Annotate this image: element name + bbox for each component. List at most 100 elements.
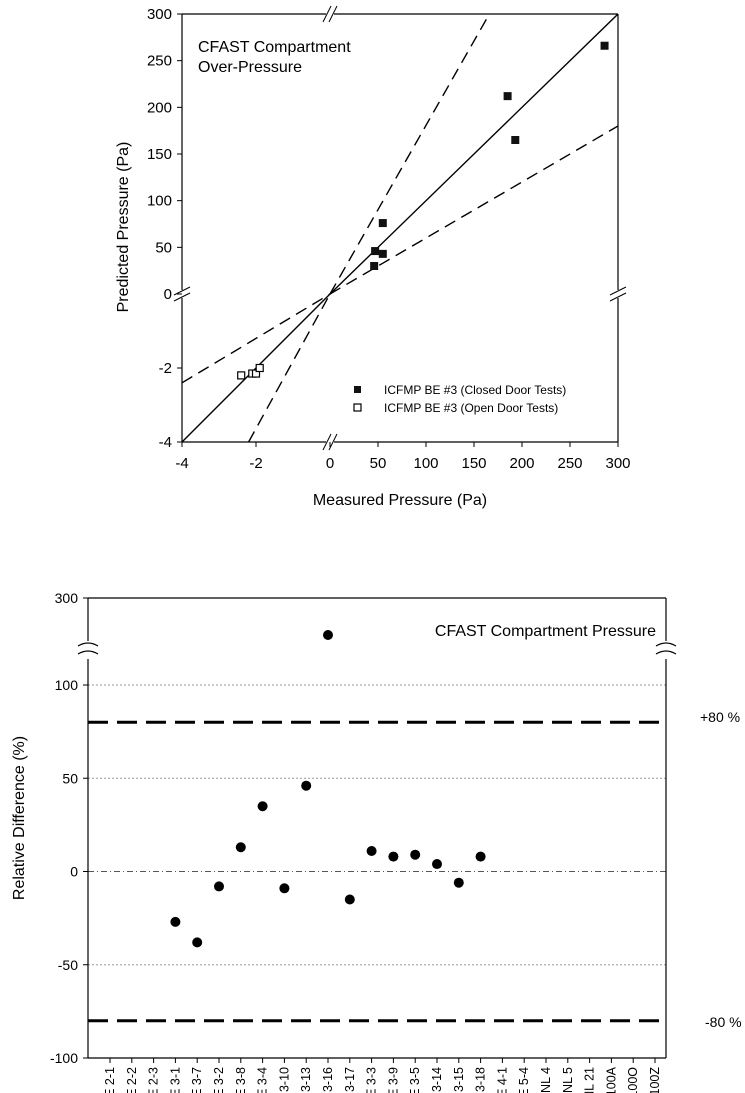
data-point xyxy=(192,937,203,948)
data-point xyxy=(323,629,333,640)
category-label: BE 3-16 xyxy=(321,1067,335,1093)
x-tick-label: -4 xyxy=(175,455,188,472)
reference-line xyxy=(182,293,331,384)
data-point xyxy=(257,801,268,812)
reference-lines xyxy=(182,14,618,442)
closed-door-point xyxy=(600,41,609,50)
legend-label-closed: ICFMP BE #3 (Closed Door Tests) xyxy=(384,383,566,397)
legend: ICFMP BE #3 (Closed Door Tests) ICFMP BE … xyxy=(353,383,566,415)
axis-break-gap xyxy=(610,290,626,298)
legend-marker-open xyxy=(353,403,362,412)
data-point xyxy=(366,845,377,856)
data-point xyxy=(170,916,181,927)
reference-lines xyxy=(88,720,666,1023)
axis-ticks: -4 -2 0 50 100 150 200 250 300 300 250 200 150 100 50 0… xyxy=(147,6,631,472)
closed-door-point xyxy=(378,219,387,228)
x-axis-label: Measured Pressure (Pa) xyxy=(313,492,487,509)
axis-break-mark xyxy=(173,286,191,296)
category-label: NBS 100O xyxy=(626,1067,640,1093)
data-points xyxy=(170,629,486,948)
category-labels: BE 2-1 BE 2-2 BE 2-3 BE 3-1 BE 3-7 BE 3-2 BE 3… xyxy=(103,1066,662,1093)
data-point xyxy=(301,780,312,791)
axis-break-gap xyxy=(326,6,334,22)
closed-door-point xyxy=(511,136,520,144)
axis-break-mark xyxy=(609,292,627,302)
y-tick-label: 100 xyxy=(55,677,79,693)
category-label: BE 2-2 xyxy=(125,1067,139,1093)
category-label: BE 3-10 xyxy=(277,1067,291,1093)
y-axis-label: Predicted Pressure (Pa) xyxy=(115,142,132,313)
category-label: BE 3-14 xyxy=(430,1067,444,1093)
y-axis-label: Relative Difference (%) xyxy=(11,736,28,900)
chart-bottom: 300 100 50 0 -50 -100 BE 2-1 BE 2-2 BE 2-3 BE 3-… xyxy=(11,590,742,1093)
category-label: BE 3-3 xyxy=(365,1067,379,1093)
open-door-point xyxy=(237,371,246,380)
category-label: BE 4-1 xyxy=(495,1067,509,1093)
legend-label-open: ICFMP BE #3 (Open Door Tests) xyxy=(384,401,558,415)
axis-break-mark xyxy=(322,5,332,23)
upper-limit-label: +80 % xyxy=(700,709,740,725)
x-tick-label: 50 xyxy=(370,455,387,472)
axis-ticks: 300 100 50 0 -50 -100 xyxy=(50,590,656,1066)
x-tick-label: 150 xyxy=(461,455,486,472)
y-tick-label: -100 xyxy=(50,1050,78,1066)
axis-break-gap xyxy=(76,641,100,659)
axis-break-gap xyxy=(654,641,678,659)
category-label: BE 3-1 xyxy=(168,1067,182,1093)
legend-marker-closed xyxy=(354,386,361,393)
category-label: FM/SNL 21 xyxy=(583,1067,597,1093)
axis-break-mark xyxy=(322,433,332,451)
lower-limit-label: -80 % xyxy=(705,1014,742,1030)
closed-door-point xyxy=(503,92,512,101)
y-tick-label: 300 xyxy=(147,6,172,23)
x-tick-label: 100 xyxy=(413,455,438,472)
category-label: BE 3-17 xyxy=(343,1067,357,1093)
data-point xyxy=(453,877,464,888)
axis-break-mark xyxy=(328,5,338,23)
data-points xyxy=(237,41,609,380)
y-tick-label: 300 xyxy=(55,590,79,606)
data-point xyxy=(344,894,355,905)
category-label: BE 3-8 xyxy=(234,1067,248,1093)
x-tick-label: 250 xyxy=(557,455,582,472)
gridlines xyxy=(88,684,666,966)
y-tick-label: 150 xyxy=(147,146,172,163)
x-tick-label: -2 xyxy=(249,455,262,472)
x-tick-label: 200 xyxy=(509,455,534,472)
y-tick-label: -50 xyxy=(58,957,78,973)
x-tick-label: 0 xyxy=(326,455,334,472)
closed-door-point xyxy=(378,249,387,258)
data-point xyxy=(475,851,486,862)
category-label: BE 3-7 xyxy=(190,1067,204,1093)
data-point xyxy=(235,842,246,853)
category-label: FM/SNL 4 xyxy=(539,1067,553,1093)
open-door-point xyxy=(255,363,264,373)
category-label: BE 2-1 xyxy=(103,1067,117,1093)
category-label: BE 3-18 xyxy=(474,1067,488,1093)
reference-line xyxy=(329,14,490,295)
axis-break-mark xyxy=(609,286,627,296)
category-label: BE 3-4 xyxy=(256,1067,270,1093)
category-label: BE 3-5 xyxy=(408,1067,422,1093)
y-tick-label: 50 xyxy=(155,239,172,256)
category-label: NBS 100Z xyxy=(648,1067,662,1093)
reference-line xyxy=(247,293,331,442)
y-tick-label: 100 xyxy=(147,193,172,210)
chart-title-line-2: Over-Pressure xyxy=(198,59,302,76)
chart-title: CFAST Compartment Pressure xyxy=(435,623,656,640)
closed-door-point xyxy=(371,247,380,256)
closed-door-point xyxy=(370,262,379,270)
axis-break-mark xyxy=(173,292,191,302)
category-label: BE 3-15 xyxy=(452,1067,466,1093)
category-label: BE 5-4 xyxy=(517,1067,531,1093)
category-label: BE 2-3 xyxy=(147,1067,161,1093)
y-tick-label: -4 xyxy=(159,434,172,451)
axis-break-mark xyxy=(655,642,677,647)
axis-break-mark xyxy=(655,650,677,655)
axis-break-mark xyxy=(328,433,338,451)
data-point xyxy=(279,883,290,894)
category-label: NBS 100A xyxy=(604,1066,618,1093)
category-label: BE 3-13 xyxy=(299,1067,313,1093)
y-tick-label: 200 xyxy=(147,99,172,116)
